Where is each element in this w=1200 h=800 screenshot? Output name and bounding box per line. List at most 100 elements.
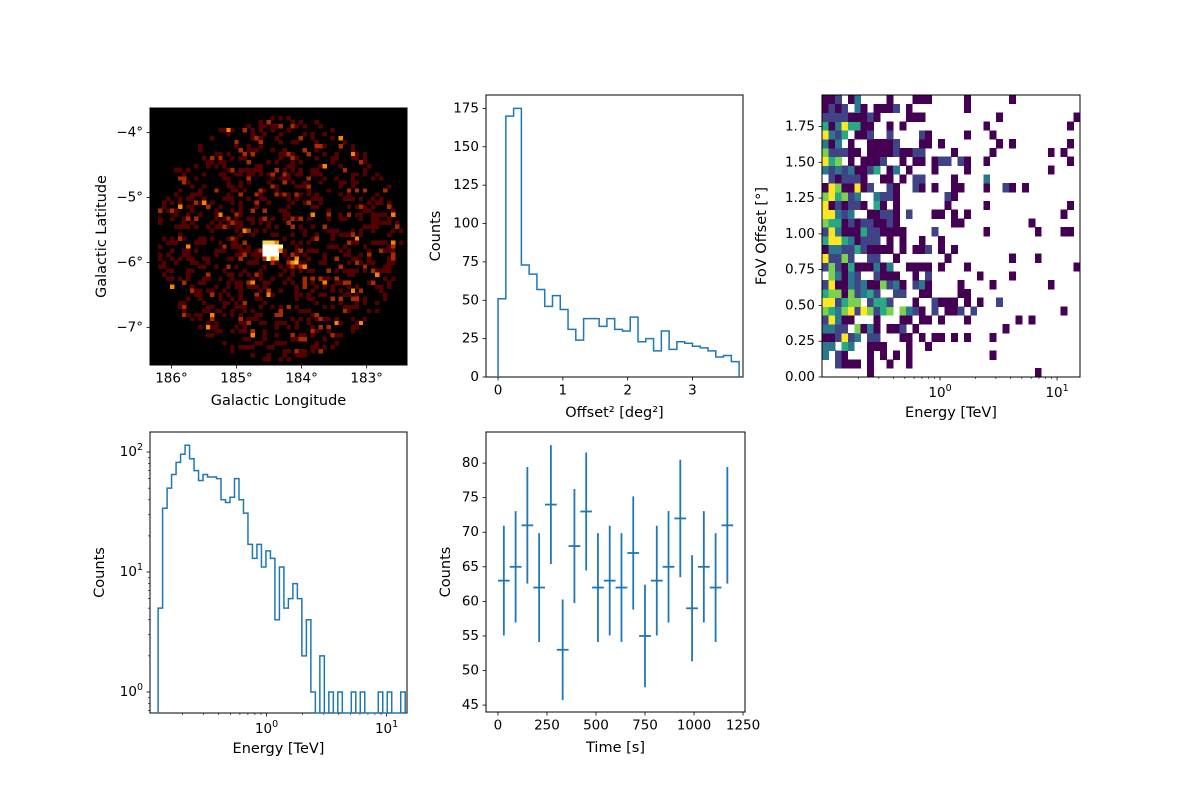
skymap-cell (334, 268, 340, 274)
heatmap-cell (905, 147, 913, 158)
skymap-cell (294, 172, 299, 177)
heatmap-cell (905, 112, 913, 122)
heatmap-cell (834, 191, 842, 202)
heatmap-cell (951, 244, 958, 255)
skymap-cell (350, 256, 356, 261)
skymap-cell (238, 180, 243, 185)
skymap-cell (166, 268, 171, 274)
skymap-cell (286, 172, 291, 177)
heatmap-cell (892, 165, 900, 175)
skymap-cell (346, 292, 352, 298)
heatmap-cell (983, 174, 991, 184)
skymap-cell (170, 236, 175, 241)
heatmap-cell (880, 147, 887, 158)
skymap-cell (246, 180, 251, 185)
skymap-cell (274, 168, 279, 173)
skymap-cell (226, 300, 231, 306)
skymap-cell (274, 192, 279, 197)
skymap-cell (262, 240, 267, 245)
skymap-cell (322, 284, 328, 290)
skymap-cell (294, 260, 299, 266)
skymap-cell (322, 316, 328, 322)
skymap-cell (186, 252, 191, 257)
skymap-cell (274, 332, 279, 338)
skymap-cell (282, 172, 287, 177)
heatmap-cell (873, 262, 881, 272)
skymap-cell (198, 192, 203, 197)
skymap-cell (262, 300, 267, 306)
skymap-cell (270, 240, 275, 245)
skymap-cell (374, 284, 380, 290)
skymap-cell (270, 344, 275, 350)
skymap-cell (378, 248, 384, 253)
skymap-cell (198, 316, 203, 322)
heatmap-cell (834, 236, 842, 246)
heatmap-cell (867, 359, 874, 369)
skymap-cell (270, 256, 275, 261)
heatmap-cell (854, 183, 862, 193)
skymap-cell (246, 244, 251, 249)
heatmap-cell (938, 315, 945, 325)
skymap-cell (186, 180, 191, 185)
skymap-cell (230, 200, 235, 205)
skymap-cell (338, 144, 344, 149)
y-axis-label: Counts (92, 547, 108, 598)
skymap-cell (178, 204, 183, 209)
heatmap-cell (873, 332, 881, 343)
skymap-cell (190, 256, 195, 261)
skymap-cell (294, 124, 299, 129)
skymap-cell (206, 224, 211, 229)
skymap-cell (330, 232, 336, 237)
skymap-cell (246, 160, 251, 165)
skymap-cell (290, 316, 295, 322)
heatmap-cell (847, 315, 855, 325)
skymap-cell (346, 232, 352, 237)
skymap-cell (266, 352, 271, 358)
heatmap-cell (847, 227, 855, 237)
heatmap-cell (886, 306, 894, 316)
skymap-cell (158, 256, 163, 261)
heatmap-cell (834, 324, 842, 334)
heatmap-cell (822, 147, 829, 158)
skymap-cell (338, 248, 344, 253)
skymap-cell (338, 288, 344, 294)
skymap-cell (246, 124, 251, 129)
skymap-cell (278, 140, 283, 145)
skymap-cell (350, 324, 356, 330)
x-tick-label: 1000 (677, 718, 711, 734)
heatmap-cell (834, 95, 842, 105)
skymap-cell (190, 220, 195, 225)
heatmap-cell (873, 271, 881, 281)
y-axis-label: Counts (428, 211, 444, 262)
skymap-cell (302, 280, 308, 286)
heatmap-cell (963, 297, 971, 307)
heatmap-cell (828, 236, 836, 246)
skymap-cell (166, 276, 171, 282)
skymap-cell (182, 236, 187, 241)
skymap-cell (178, 224, 183, 229)
skymap-cell (378, 212, 384, 217)
heatmap-cell (828, 262, 836, 272)
skymap-cell (190, 204, 195, 209)
skymap-cell (338, 184, 344, 189)
skymap-cell (282, 168, 287, 173)
skymap-cell (238, 192, 243, 197)
heatmap-cell (886, 183, 894, 193)
skymap-cell (238, 304, 243, 310)
skymap-cell (314, 168, 320, 173)
skymap-cell (158, 208, 163, 213)
heatmap-cell (944, 253, 952, 263)
skymap-cell (226, 256, 231, 261)
skymap-cell (298, 348, 303, 354)
heatmap-cell (834, 359, 842, 369)
skymap-cell (386, 184, 392, 189)
skymap-cell (326, 268, 332, 274)
heatmap-cell (925, 262, 933, 272)
y-tick-label: 45 (462, 697, 479, 713)
skymap-cell (274, 248, 279, 253)
skymap-cell (354, 260, 360, 266)
skymap-cell (290, 280, 295, 286)
x-tick-label: 750 (632, 718, 658, 734)
skymap-cell (274, 188, 279, 193)
skymap-cell (346, 252, 352, 257)
